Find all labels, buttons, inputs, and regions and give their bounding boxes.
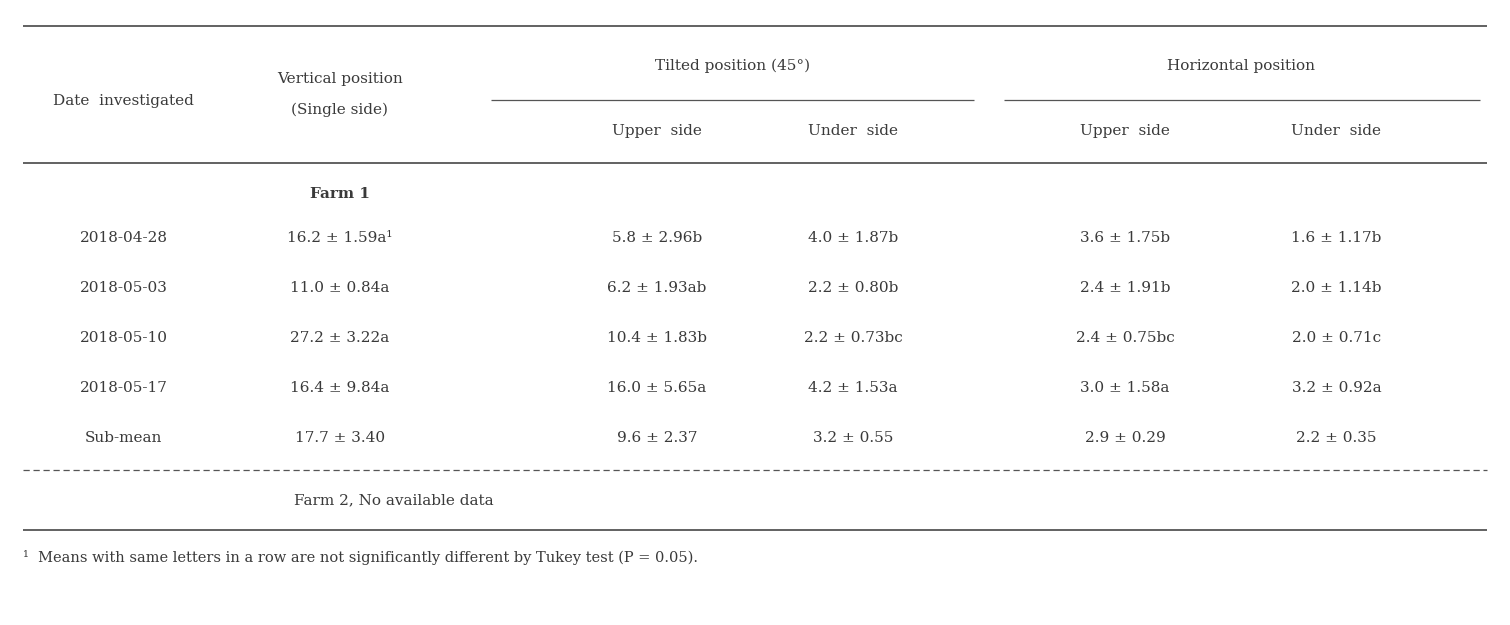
Text: Upper  side: Upper side bbox=[612, 124, 702, 138]
Text: Tilted position (45°): Tilted position (45°) bbox=[655, 58, 809, 73]
Text: (Single side): (Single side) bbox=[291, 102, 388, 118]
Text: ¹  Means with same letters in a row are not significantly different by Tukey tes: ¹ Means with same letters in a row are n… bbox=[23, 550, 698, 565]
Text: Vertical position: Vertical position bbox=[276, 72, 403, 86]
Text: 2.2 ± 0.35: 2.2 ± 0.35 bbox=[1296, 431, 1377, 444]
Text: 2018-05-17: 2018-05-17 bbox=[80, 381, 168, 394]
Text: 2.4 ± 0.75bc: 2.4 ± 0.75bc bbox=[1075, 331, 1175, 344]
Text: 2018-05-10: 2018-05-10 bbox=[80, 331, 168, 344]
Text: 2.0 ± 1.14b: 2.0 ± 1.14b bbox=[1291, 281, 1382, 294]
Text: 17.7 ± 3.40: 17.7 ± 3.40 bbox=[294, 431, 385, 444]
Text: 11.0 ± 0.84a: 11.0 ± 0.84a bbox=[290, 281, 390, 294]
Text: 10.4 ± 1.83b: 10.4 ± 1.83b bbox=[607, 331, 707, 344]
Text: 2018-04-28: 2018-04-28 bbox=[80, 231, 168, 244]
Text: 2.4 ± 1.91b: 2.4 ± 1.91b bbox=[1080, 281, 1170, 294]
Text: 2.9 ± 0.29: 2.9 ± 0.29 bbox=[1084, 431, 1166, 444]
Text: Date  investigated: Date investigated bbox=[53, 94, 195, 108]
Text: 27.2 ± 3.22a: 27.2 ± 3.22a bbox=[290, 331, 390, 344]
Text: 3.0 ± 1.58a: 3.0 ± 1.58a bbox=[1080, 381, 1170, 394]
Text: 16.2 ± 1.59a¹: 16.2 ± 1.59a¹ bbox=[287, 231, 393, 244]
Text: Farm 1: Farm 1 bbox=[310, 187, 370, 201]
Text: 2018-05-03: 2018-05-03 bbox=[80, 281, 168, 294]
Text: 3.2 ± 0.92a: 3.2 ± 0.92a bbox=[1291, 381, 1382, 394]
Text: 16.0 ± 5.65a: 16.0 ± 5.65a bbox=[607, 381, 707, 394]
Text: 2.0 ± 0.71c: 2.0 ± 0.71c bbox=[1291, 331, 1382, 344]
Text: Horizontal position: Horizontal position bbox=[1167, 59, 1315, 72]
Text: 5.8 ± 2.96b: 5.8 ± 2.96b bbox=[612, 231, 702, 244]
Text: 4.2 ± 1.53a: 4.2 ± 1.53a bbox=[808, 381, 898, 394]
Text: 9.6 ± 2.37: 9.6 ± 2.37 bbox=[616, 431, 698, 444]
Text: 3.6 ± 1.75b: 3.6 ± 1.75b bbox=[1080, 231, 1170, 244]
Text: Under  side: Under side bbox=[1291, 124, 1382, 138]
Text: 1.6 ± 1.17b: 1.6 ± 1.17b bbox=[1291, 231, 1382, 244]
Text: 2.2 ± 0.73bc: 2.2 ± 0.73bc bbox=[803, 331, 903, 344]
Text: 6.2 ± 1.93ab: 6.2 ± 1.93ab bbox=[607, 281, 707, 294]
Text: Sub-mean: Sub-mean bbox=[85, 431, 163, 444]
Text: 3.2 ± 0.55: 3.2 ± 0.55 bbox=[812, 431, 894, 444]
Text: Under  side: Under side bbox=[808, 124, 898, 138]
Text: Upper  side: Upper side bbox=[1080, 124, 1170, 138]
Text: 4.0 ± 1.87b: 4.0 ± 1.87b bbox=[808, 231, 898, 244]
Text: 2.2 ± 0.80b: 2.2 ± 0.80b bbox=[808, 281, 898, 294]
Text: Farm 2, No available data: Farm 2, No available data bbox=[294, 493, 494, 507]
Text: 16.4 ± 9.84a: 16.4 ± 9.84a bbox=[290, 381, 390, 394]
